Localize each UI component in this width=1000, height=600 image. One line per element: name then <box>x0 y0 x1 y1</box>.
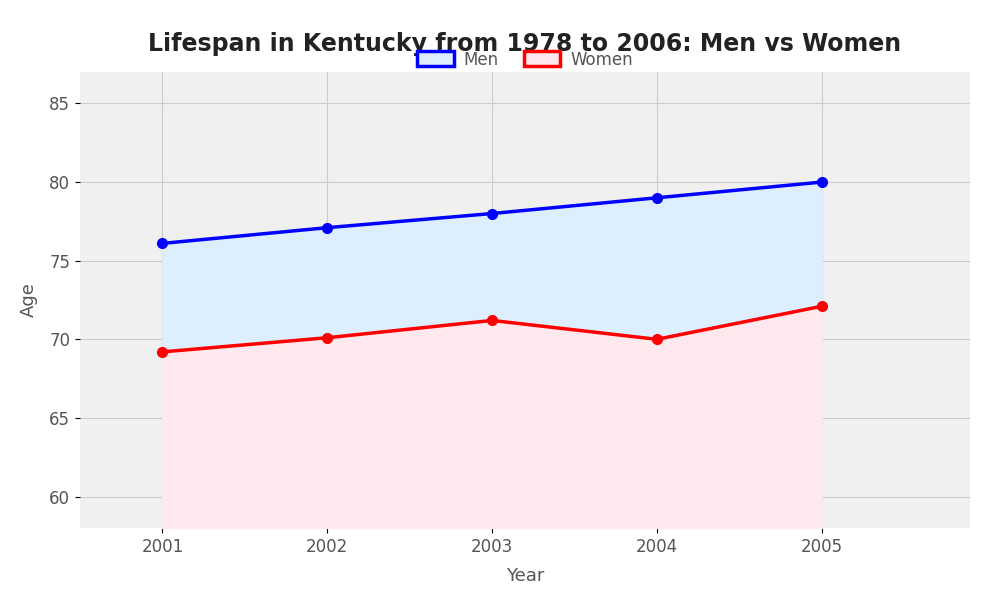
Legend: Men, Women: Men, Women <box>410 44 640 75</box>
Y-axis label: Age: Age <box>20 283 38 317</box>
Title: Lifespan in Kentucky from 1978 to 2006: Men vs Women: Lifespan in Kentucky from 1978 to 2006: … <box>148 32 902 56</box>
X-axis label: Year: Year <box>506 567 544 585</box>
